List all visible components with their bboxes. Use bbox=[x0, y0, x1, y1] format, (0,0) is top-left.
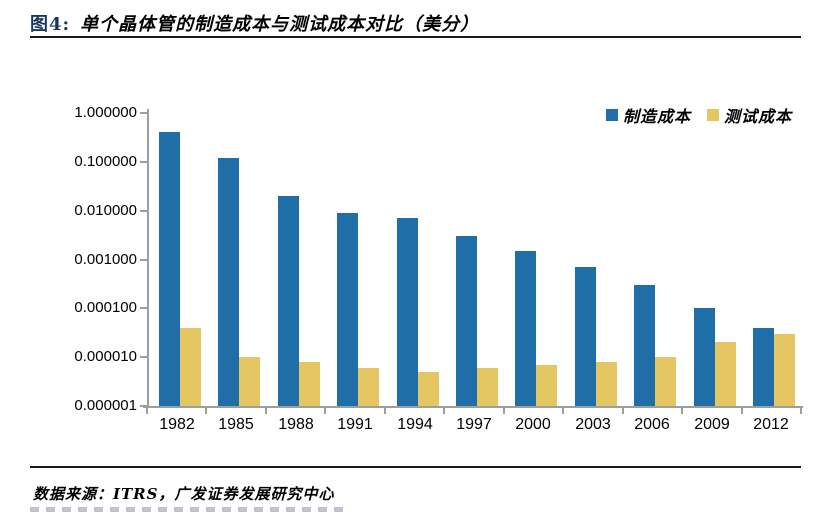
x-axis-category-label: 2012 bbox=[753, 416, 789, 433]
x-axis-category-label: 1988 bbox=[278, 416, 314, 433]
figure-title: 图4: 单个晶体管的制造成本与测试成本对比（美分） bbox=[30, 10, 801, 36]
bar-manufacturing-2009 bbox=[694, 308, 715, 406]
y-axis-tick bbox=[140, 356, 147, 359]
y-axis-tick bbox=[140, 160, 147, 163]
x-axis-tick bbox=[146, 406, 148, 414]
y-axis-tick-label: 0.000100 bbox=[74, 299, 137, 317]
bar-manufacturing-2012 bbox=[753, 328, 774, 406]
bar-testing-2003 bbox=[596, 362, 617, 406]
x-axis-line bbox=[143, 406, 803, 408]
title-divider bbox=[30, 36, 801, 38]
bar-testing-1985 bbox=[239, 357, 260, 406]
y-axis-tick bbox=[140, 209, 147, 212]
y-axis-tick bbox=[140, 112, 147, 114]
x-axis-tick bbox=[800, 406, 802, 414]
bar-testing-2012 bbox=[774, 334, 795, 406]
x-axis-category-label: 1994 bbox=[397, 416, 433, 433]
legend-item-manufacturing: 制造成本 bbox=[605, 103, 691, 127]
y-axis-tick bbox=[140, 405, 147, 407]
x-axis-tick bbox=[681, 406, 684, 414]
bar-testing-2000 bbox=[536, 365, 557, 406]
data-source: 数据来源：ITRS，广发证券发展研究中心 bbox=[33, 485, 335, 503]
bar-testing-1994 bbox=[418, 372, 439, 406]
x-axis-category-label: 2009 bbox=[694, 416, 730, 433]
figure-number: 图4: bbox=[30, 14, 71, 35]
bar-manufacturing-1988 bbox=[278, 196, 299, 406]
y-axis-tick bbox=[140, 307, 147, 310]
bar-manufacturing-1985 bbox=[218, 158, 239, 406]
x-axis-tick bbox=[443, 406, 446, 414]
x-axis-tick bbox=[621, 406, 624, 414]
y-axis-tick-label: 0.010000 bbox=[74, 201, 137, 219]
bar-testing-2009 bbox=[715, 342, 736, 406]
x-axis-category-label: 1991 bbox=[337, 416, 373, 433]
x-axis-category-label: 1997 bbox=[456, 416, 492, 433]
x-axis-tick bbox=[502, 406, 505, 414]
clipped-text-artifact bbox=[30, 507, 345, 512]
x-axis-tick bbox=[324, 406, 327, 414]
bar-manufacturing-2003 bbox=[575, 267, 596, 406]
bar-testing-1988 bbox=[299, 362, 320, 406]
footer-divider bbox=[30, 466, 801, 468]
y-axis-tick-label: 0.001000 bbox=[74, 250, 137, 268]
figure-title-text: 单个晶体管的制造成本与测试成本对比（美分） bbox=[80, 14, 480, 35]
x-axis-category-label: 1982 bbox=[159, 416, 195, 433]
legend-item-testing: 测试成本 bbox=[706, 103, 792, 127]
legend-label-manufacturing: 制造成本 bbox=[622, 107, 691, 126]
x-axis-tick bbox=[383, 406, 386, 414]
y-axis-tick-label: 1.000000 bbox=[74, 104, 137, 121]
x-axis-category-label: 2003 bbox=[575, 416, 611, 433]
bar-manufacturing-1991 bbox=[337, 213, 358, 406]
y-axis-line bbox=[147, 109, 149, 408]
chart-legend: 制造成本 测试成本 bbox=[605, 103, 792, 127]
bar-manufacturing-1982 bbox=[159, 132, 180, 406]
bar-manufacturing-2000 bbox=[515, 251, 536, 406]
x-axis-tick bbox=[562, 406, 565, 414]
bar-manufacturing-1997 bbox=[456, 236, 477, 406]
y-axis-tick-label: 0.000001 bbox=[74, 397, 137, 414]
x-axis-category-label: 2006 bbox=[634, 416, 670, 433]
bar-testing-1997 bbox=[477, 368, 498, 406]
bar-manufacturing-2006 bbox=[634, 285, 655, 406]
x-axis-tick bbox=[740, 406, 743, 414]
manufacturing-swatch-icon bbox=[605, 109, 618, 121]
x-axis-category-label: 2000 bbox=[515, 416, 551, 433]
x-axis-category-label: 1985 bbox=[218, 416, 254, 433]
x-axis-tick bbox=[264, 406, 267, 414]
bar-manufacturing-1994 bbox=[397, 218, 418, 406]
x-axis-tick bbox=[205, 406, 208, 414]
bar-testing-1982 bbox=[180, 328, 201, 406]
testing-swatch-icon bbox=[706, 109, 719, 121]
legend-label-testing: 测试成本 bbox=[723, 107, 792, 126]
bar-testing-1991 bbox=[358, 368, 379, 406]
bar-testing-2006 bbox=[655, 357, 676, 406]
y-axis-tick bbox=[140, 258, 147, 261]
y-axis-tick-label: 0.100000 bbox=[74, 152, 137, 170]
y-axis-tick-label: 0.000010 bbox=[74, 348, 137, 366]
